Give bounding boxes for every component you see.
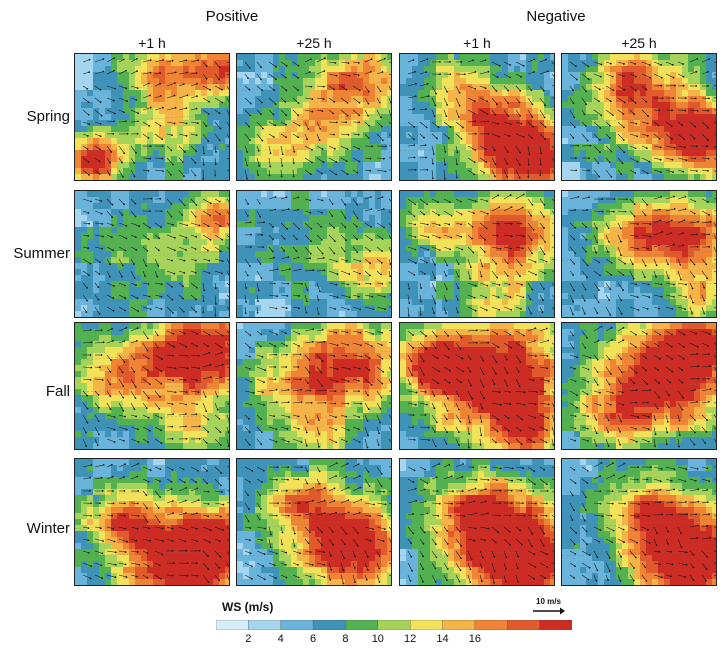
wind-map-panel <box>399 458 555 586</box>
column-header-negative-1h: +1 h <box>463 35 491 51</box>
wind-map-panel <box>399 190 555 318</box>
wind-map-panel <box>561 190 717 318</box>
colorbar-tick-label: 12 <box>404 633 417 645</box>
wind-map-panel <box>236 322 392 450</box>
colorbar-segment <box>248 620 282 630</box>
wind-map-panel <box>236 53 392 181</box>
wind-map-panel <box>561 458 717 586</box>
colorbar-segment <box>280 620 314 630</box>
colorbar-title: WS (m/s) <box>222 600 274 614</box>
column-header-positive-1h: +1 h <box>138 35 166 51</box>
colorbar-segment <box>507 620 541 630</box>
wind-map-panel <box>74 190 230 318</box>
reference-arrow-icon <box>533 607 565 615</box>
colorbar-segment <box>377 620 411 630</box>
colorbar-tick-label: 16 <box>468 633 482 645</box>
group-header-negative: Negative <box>526 8 586 25</box>
colorbar-tick-label: 14 <box>436 633 449 645</box>
colorbar-tick-label: 8 <box>342 633 349 645</box>
wind-map-panel <box>74 322 230 450</box>
colorbar-segment <box>442 620 476 630</box>
wind-map-panel <box>399 53 555 181</box>
colorbar-segment <box>539 620 572 630</box>
wind-map-panel <box>74 458 230 586</box>
group-header-positive: Positive <box>205 8 259 25</box>
column-header-negative-25h: +25 h <box>621 35 657 51</box>
colorbar-tick-label: 2 <box>245 633 252 645</box>
reference-arrow-label: 10 m/s <box>536 597 561 606</box>
row-label-winter: Winter <box>26 520 70 537</box>
row-label-spring: Spring <box>26 108 70 125</box>
colorbar-segment <box>409 620 444 630</box>
row-label-fall: Fall <box>45 383 70 400</box>
wind-map-panel <box>561 322 717 450</box>
colorbar-segment <box>216 620 250 630</box>
wind-speed-colorbar <box>216 620 572 630</box>
colorbar-segment <box>345 620 379 630</box>
wind-map-panel <box>561 53 717 181</box>
column-header-positive-25h: +25 h <box>296 35 332 51</box>
colorbar-segment <box>474 620 508 630</box>
colorbar-tick-label: 6 <box>310 633 317 645</box>
wind-map-panel <box>399 322 555 450</box>
row-label-summer: Summer <box>13 245 70 262</box>
wind-map-panel <box>74 53 230 181</box>
colorbar-tick-label: 4 <box>277 633 284 645</box>
wind-map-panel <box>236 458 392 586</box>
wind-map-panel <box>236 190 392 318</box>
colorbar-segment <box>312 620 347 630</box>
colorbar-tick-label: 10 <box>371 633 384 645</box>
